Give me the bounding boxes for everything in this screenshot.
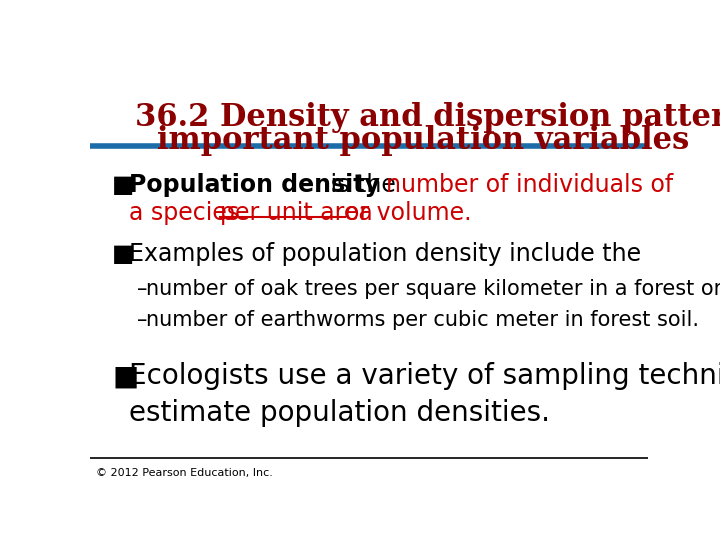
Text: Ecologists use a variety of sampling techniques to
estimate population densities: Ecologists use a variety of sampling tec… <box>129 362 720 427</box>
Text: important population variables: important population variables <box>157 125 689 156</box>
Text: number of individuals of: number of individuals of <box>386 173 673 197</box>
Text: Population density: Population density <box>129 173 380 197</box>
Text: ■: ■ <box>112 241 135 266</box>
Text: ■: ■ <box>112 362 138 390</box>
Text: Examples of population density include the: Examples of population density include t… <box>129 241 642 266</box>
Text: ■: ■ <box>112 173 135 197</box>
Text: number of oak trees per square kilometer in a forest or: number of oak trees per square kilometer… <box>145 279 720 299</box>
Text: –: – <box>138 310 148 330</box>
Text: is the: is the <box>323 173 404 197</box>
Text: a species: a species <box>129 201 247 225</box>
Text: © 2012 Pearson Education, Inc.: © 2012 Pearson Education, Inc. <box>96 468 272 478</box>
Text: per unit area: per unit area <box>220 201 381 225</box>
Text: number of earthworms per cubic meter in forest soil.: number of earthworms per cubic meter in … <box>145 310 699 330</box>
Text: –: – <box>138 279 148 299</box>
Text: 36.2 Density and dispersion patterns are: 36.2 Density and dispersion patterns are <box>135 102 720 133</box>
Text: or volume.: or volume. <box>344 201 471 225</box>
